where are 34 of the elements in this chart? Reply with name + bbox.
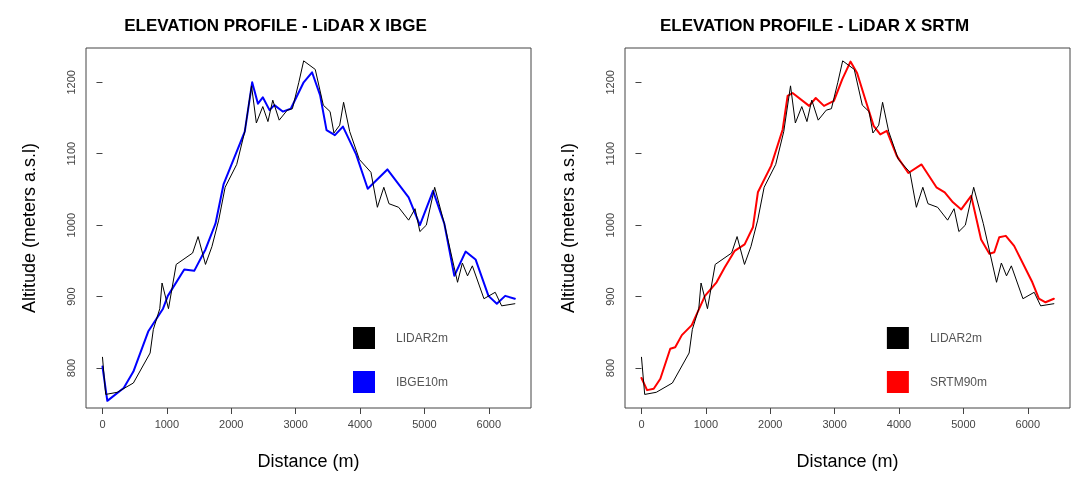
y-tick-label: 900: [603, 287, 616, 306]
y-axis-title: Altitude (meters a.s.l): [19, 142, 39, 314]
y-tick-label: 1000: [603, 212, 616, 238]
legend-label: SRTM90m: [929, 375, 987, 389]
y-tick-label: 1000: [64, 212, 77, 238]
legend-label: LIDAR2m: [395, 331, 448, 345]
x-tick-label: 4000: [347, 417, 373, 430]
y-tick-label: 900: [64, 287, 77, 306]
y-tick-label: 1100: [64, 141, 77, 166]
chart-title: ELEVATION PROFILE - LiDAR X IBGE: [124, 16, 427, 35]
x-tick-label: 0: [99, 417, 106, 430]
x-tick-label: 1000: [154, 417, 180, 430]
y-tick-label: 1200: [603, 70, 616, 95]
x-tick-label: 5000: [412, 417, 437, 430]
chart-title: ELEVATION PROFILE - LiDAR X SRTM: [659, 16, 970, 35]
x-tick-label: 3000: [822, 417, 847, 430]
x-tick-label: 6000: [1015, 417, 1041, 430]
x-tick-label: 6000: [476, 417, 502, 430]
x-tick-label: 4000: [886, 417, 912, 430]
x-tick-label: 5000: [951, 417, 976, 430]
y-tick-label: 800: [64, 358, 77, 378]
y-tick-label: 800: [603, 358, 616, 378]
x-axis-title: Distance (m): [796, 451, 899, 471]
x-axis-title: Distance (m): [257, 451, 360, 471]
y-axis-title: Altitude (meters a.s.l): [558, 142, 578, 314]
legend-label: IBGE10m: [395, 375, 449, 389]
x-tick-label: 2000: [219, 417, 244, 430]
x-tick-label: 1000: [693, 417, 719, 430]
legend-label: LIDAR2m: [929, 331, 982, 345]
y-tick-label: 1100: [603, 141, 616, 166]
x-tick-label: 3000: [283, 417, 308, 430]
y-tick-label: 1200: [64, 70, 77, 95]
x-tick-label: 2000: [758, 417, 783, 430]
x-tick-label: 0: [638, 417, 645, 430]
